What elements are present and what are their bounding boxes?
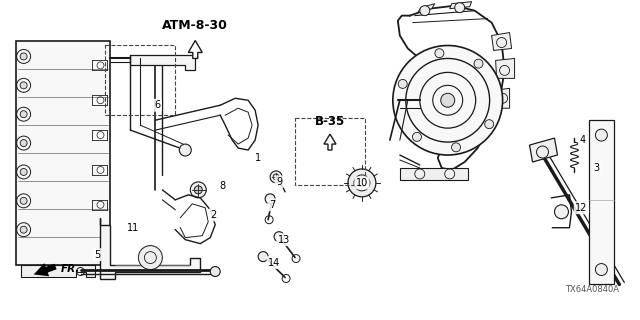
Circle shape bbox=[20, 168, 27, 175]
Text: 9: 9 bbox=[276, 177, 282, 187]
Circle shape bbox=[20, 226, 27, 233]
Text: 11: 11 bbox=[127, 223, 140, 233]
Polygon shape bbox=[529, 138, 557, 162]
Text: 2: 2 bbox=[210, 210, 216, 220]
Text: 1: 1 bbox=[255, 153, 261, 163]
Polygon shape bbox=[20, 265, 95, 277]
Polygon shape bbox=[495, 88, 509, 108]
Circle shape bbox=[348, 169, 376, 197]
Circle shape bbox=[170, 55, 180, 65]
Circle shape bbox=[358, 179, 366, 187]
Polygon shape bbox=[589, 120, 614, 284]
Circle shape bbox=[454, 3, 465, 13]
Text: 6: 6 bbox=[154, 100, 161, 110]
FancyArrow shape bbox=[188, 41, 202, 59]
FancyArrow shape bbox=[34, 263, 56, 276]
Bar bbox=[106, 45, 175, 115]
Circle shape bbox=[20, 82, 27, 89]
Circle shape bbox=[273, 174, 279, 180]
Text: 4: 4 bbox=[579, 135, 586, 145]
Circle shape bbox=[190, 182, 206, 198]
Text: 12: 12 bbox=[575, 203, 588, 213]
Text: ATM-8-30: ATM-8-30 bbox=[163, 19, 228, 32]
Text: 3: 3 bbox=[593, 163, 600, 173]
Bar bbox=[295, 118, 365, 185]
Text: 5: 5 bbox=[94, 250, 100, 260]
Circle shape bbox=[20, 53, 27, 60]
Polygon shape bbox=[400, 168, 468, 180]
Text: 14: 14 bbox=[268, 258, 280, 268]
Circle shape bbox=[474, 59, 483, 68]
Circle shape bbox=[20, 140, 27, 147]
Circle shape bbox=[412, 132, 421, 141]
Circle shape bbox=[274, 232, 284, 242]
Circle shape bbox=[20, 197, 27, 204]
Circle shape bbox=[452, 143, 461, 152]
Text: B-35: B-35 bbox=[315, 115, 345, 128]
Circle shape bbox=[179, 144, 191, 156]
Circle shape bbox=[393, 45, 502, 155]
Polygon shape bbox=[450, 2, 472, 9]
Polygon shape bbox=[131, 55, 195, 70]
Circle shape bbox=[210, 267, 220, 276]
Polygon shape bbox=[495, 59, 515, 78]
Text: 10: 10 bbox=[356, 178, 368, 188]
Circle shape bbox=[258, 252, 268, 261]
Text: TX64A0840A: TX64A0840A bbox=[565, 285, 620, 294]
Polygon shape bbox=[418, 4, 435, 13]
Circle shape bbox=[265, 194, 275, 204]
Text: FR.: FR. bbox=[61, 264, 80, 274]
Circle shape bbox=[595, 129, 607, 141]
Text: 7: 7 bbox=[269, 200, 275, 210]
Circle shape bbox=[441, 93, 454, 107]
Circle shape bbox=[595, 264, 607, 276]
Polygon shape bbox=[15, 41, 111, 265]
Circle shape bbox=[270, 171, 282, 183]
Polygon shape bbox=[492, 33, 511, 51]
Circle shape bbox=[195, 186, 202, 194]
Circle shape bbox=[20, 111, 27, 118]
Text: 13: 13 bbox=[278, 235, 290, 245]
Circle shape bbox=[398, 79, 407, 88]
Circle shape bbox=[536, 146, 548, 158]
Circle shape bbox=[484, 120, 493, 129]
Circle shape bbox=[138, 246, 163, 269]
Text: 8: 8 bbox=[219, 181, 225, 191]
FancyArrow shape bbox=[324, 134, 336, 150]
Circle shape bbox=[554, 205, 568, 219]
Circle shape bbox=[435, 49, 444, 58]
Circle shape bbox=[420, 6, 430, 16]
Polygon shape bbox=[100, 218, 200, 279]
